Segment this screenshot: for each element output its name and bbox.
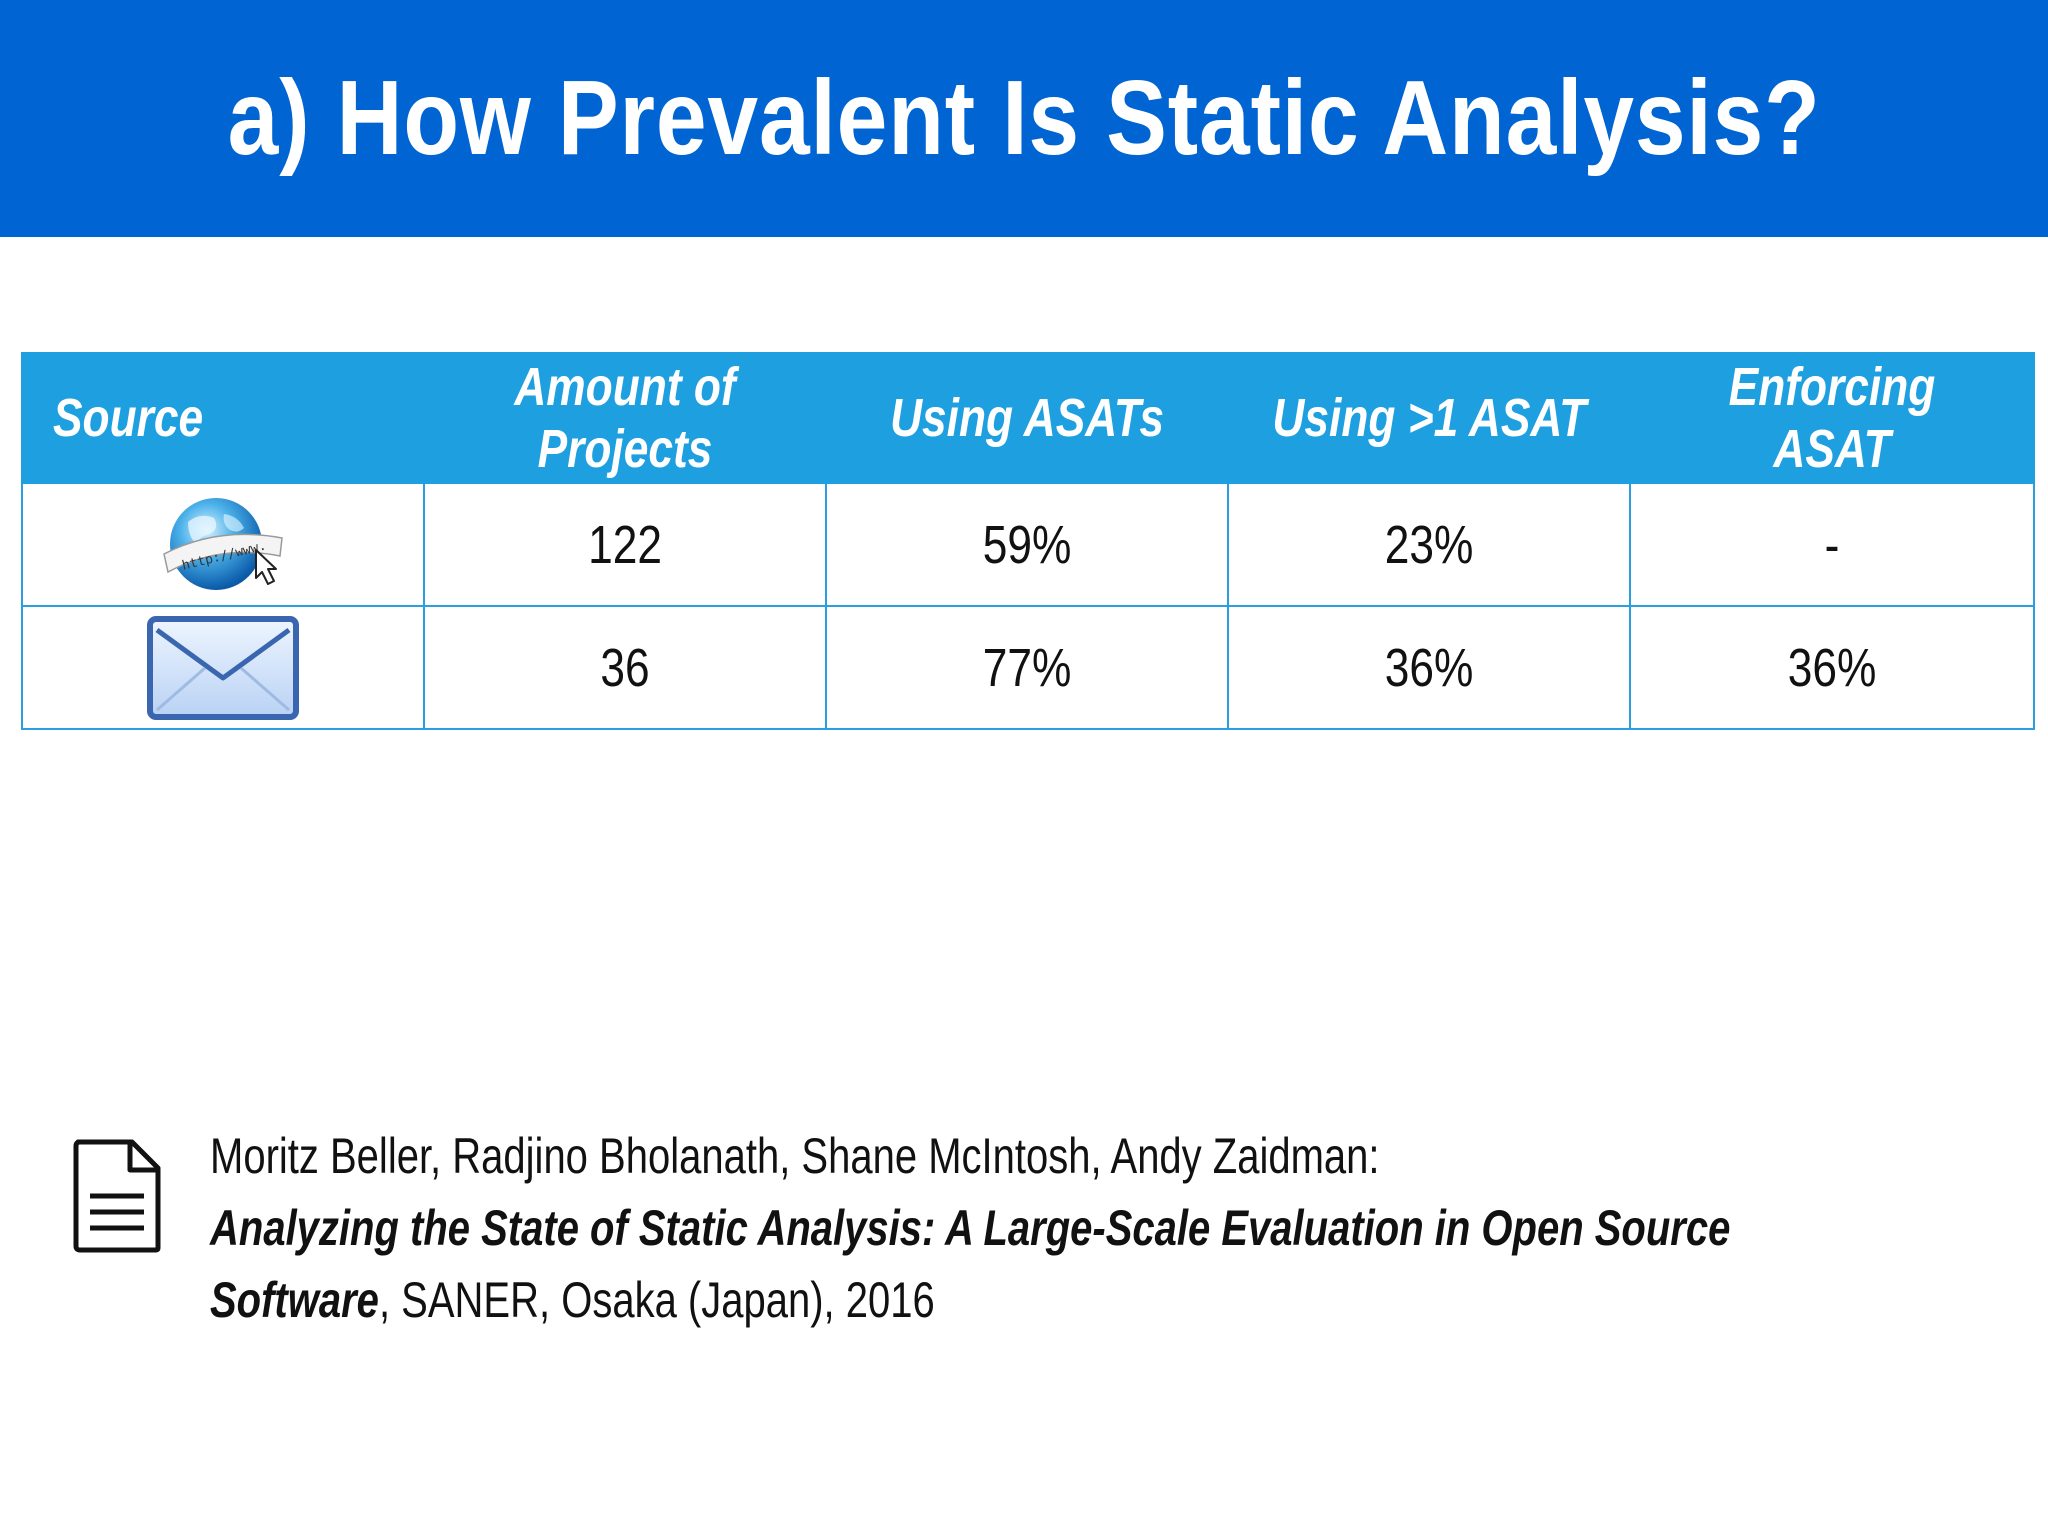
table-row: http://www. 122 59% 23% -: [21, 482, 2035, 607]
globe-www-icon: http://www.: [163, 498, 283, 590]
citation-text: Moritz Beller, Radjino Bholanath, Shane …: [210, 1120, 2010, 1336]
envelope-mail-icon: [147, 615, 299, 720]
table-row: 36 77% 36% 36%: [21, 605, 2035, 730]
using-asats-cell: 77%: [825, 605, 1229, 730]
header-source: Source: [21, 352, 425, 484]
citation-venue: , SANER, Osaka (Japan), 2016: [378, 1272, 935, 1328]
header-enforcing-asat: Enforcing ASAT: [1629, 352, 2035, 484]
using-more-than-one-cell: 23%: [1227, 482, 1631, 607]
citation-authors: Moritz Beller, Radjino Bholanath, Shane …: [210, 1128, 1380, 1184]
title-bar: a) How Prevalent Is Static Analysis?: [0, 0, 2048, 237]
citation-title: Analyzing the State of Static Analysis: …: [210, 1200, 1731, 1256]
amount-cell: 36: [423, 605, 827, 730]
header-using-asats: Using ASATs: [825, 352, 1229, 484]
prevalence-table: Source Amount of Projects Using ASATs Us…: [21, 352, 2035, 730]
table-header-row: Source Amount of Projects Using ASATs Us…: [21, 352, 2035, 484]
enforcing-cell: -: [1629, 482, 2035, 607]
source-cell: http://www.: [21, 482, 425, 607]
document-icon: [73, 1139, 161, 1253]
header-using-more-than-one-asat: Using >1 ASAT: [1227, 352, 1631, 484]
amount-cell: 122: [423, 482, 827, 607]
enforcing-cell: 36%: [1629, 605, 2035, 730]
citation-title-end: Software: [210, 1272, 379, 1328]
slide-title: a) How Prevalent Is Static Analysis?: [227, 59, 1821, 177]
citation-title-continued: Software, SANER, Osaka (Japan), 2016: [210, 1264, 1650, 1336]
header-amount-of-projects: Amount of Projects: [423, 352, 827, 484]
using-asats-cell: 59%: [825, 482, 1229, 607]
using-more-than-one-cell: 36%: [1227, 605, 1631, 730]
source-cell: [21, 605, 425, 730]
